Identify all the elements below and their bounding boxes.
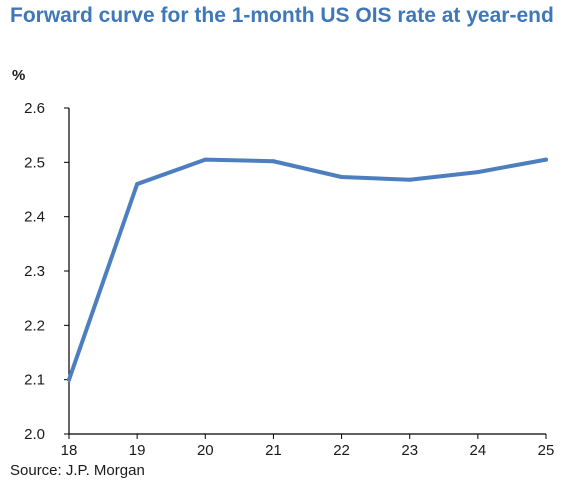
- y-tick-label: 2.0: [24, 426, 45, 443]
- data-point: [475, 170, 480, 175]
- y-tick-label: 2.2: [24, 317, 45, 334]
- y-tick-label: 2.4: [24, 209, 45, 226]
- y-tick-label: 2.5: [24, 154, 45, 171]
- x-tick-label: 25: [538, 442, 555, 459]
- data-point: [67, 377, 71, 382]
- y-tick-label: 2.3: [24, 263, 45, 280]
- axes-group: 2.0 2.1 2.2 2.3 2.4 2.5 2.6 18 19 20 21 22 23 24 25: [24, 100, 554, 459]
- x-tick-label: 23: [401, 442, 418, 459]
- y-tick-label: 2.6: [24, 100, 45, 117]
- x-tick-label: 21: [265, 442, 282, 459]
- data-point: [544, 157, 548, 162]
- y-axis-unit-label: %: [12, 67, 25, 84]
- x-tick-label: 19: [129, 442, 146, 459]
- data-point: [271, 159, 276, 164]
- x-tick-label: 18: [61, 442, 78, 459]
- x-tick-label: 24: [470, 442, 487, 459]
- data-point: [203, 157, 208, 162]
- data-point: [135, 182, 140, 187]
- series-group: [67, 157, 548, 382]
- x-tick-label: 22: [333, 442, 350, 459]
- y-tick-label: 2.1: [24, 372, 45, 389]
- data-point: [339, 175, 344, 180]
- source-note: Source: J.P. Morgan: [10, 462, 145, 479]
- series-line: [67, 157, 548, 382]
- x-tick-label: 20: [197, 442, 214, 459]
- chart-title: Forward curve for the 1-month US OIS rat…: [10, 4, 554, 27]
- data-point: [407, 177, 412, 182]
